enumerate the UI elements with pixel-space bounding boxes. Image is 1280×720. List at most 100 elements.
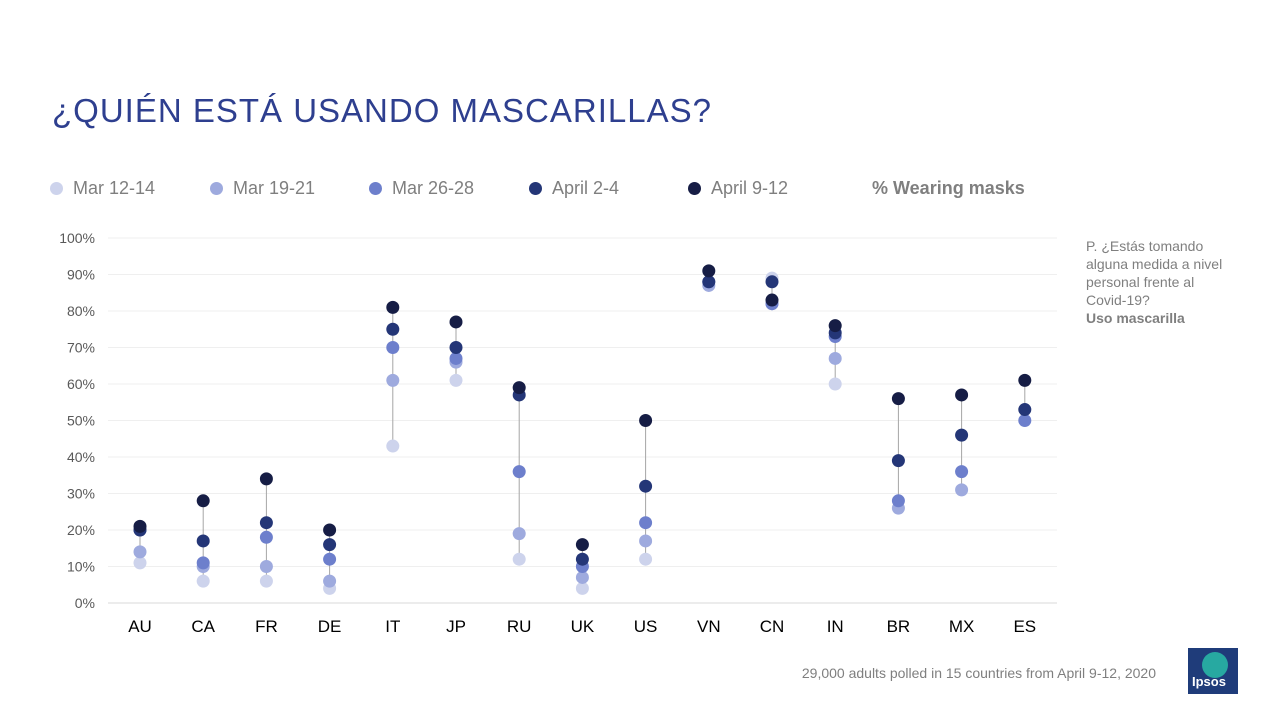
question-measure: Uso mascarilla xyxy=(1086,310,1185,326)
data-point-cn-s4 xyxy=(765,293,779,307)
chart-legend: Mar 12-14 Mar 19-21 Mar 26-28 April 2-4 … xyxy=(50,178,1050,202)
data-point-mx-s4 xyxy=(955,388,969,402)
y-tick-label: 50% xyxy=(67,413,95,429)
x-tick-label-us: US xyxy=(634,617,658,636)
data-point-es-s3 xyxy=(1018,403,1032,417)
data-point-de-s3 xyxy=(323,538,337,552)
data-point-it-s4 xyxy=(386,300,400,314)
legend-item-mar-19-21: Mar 19-21 xyxy=(210,178,315,199)
x-tick-label-jp: JP xyxy=(446,617,466,636)
x-tick-label-it: IT xyxy=(385,617,400,636)
data-point-ru-s1 xyxy=(512,527,526,541)
data-point-au-s0 xyxy=(133,556,147,570)
data-point-ca-s4 xyxy=(196,494,210,508)
x-tick-label-ru: RU xyxy=(507,617,532,636)
legend-marker-april-9-12 xyxy=(688,182,701,195)
y-tick-label: 60% xyxy=(67,376,95,392)
legend-label-mar-12-14: Mar 12-14 xyxy=(73,178,156,198)
legend-item-mar-26-28: Mar 26-28 xyxy=(369,178,474,199)
data-point-us-s4 xyxy=(639,414,653,427)
data-point-de-s2 xyxy=(323,552,337,566)
x-tick-label-ca: CA xyxy=(191,617,215,636)
data-point-uk-s3 xyxy=(575,552,589,566)
data-point-it-s1 xyxy=(386,373,400,387)
y-tick-label: 30% xyxy=(67,486,95,502)
y-tick-label: 0% xyxy=(75,595,95,611)
y-tick-label: 100% xyxy=(59,230,95,246)
x-tick-label-in: IN xyxy=(827,617,844,636)
data-point-mx-s3 xyxy=(955,428,969,442)
data-point-ca-s3 xyxy=(196,534,210,548)
data-point-jp-s0 xyxy=(449,373,463,387)
data-point-in-s1 xyxy=(828,351,842,365)
data-point-fr-s3 xyxy=(259,516,273,530)
x-tick-label-au: AU xyxy=(128,617,152,636)
data-point-au-s1 xyxy=(133,545,147,559)
x-tick-label-uk: UK xyxy=(571,617,595,636)
logo-text: Ipsos xyxy=(1192,674,1226,689)
legend-item-april-2-4: April 2-4 xyxy=(529,178,619,199)
data-point-us-s3 xyxy=(639,479,653,493)
data-point-de-s4 xyxy=(323,523,337,537)
data-point-jp-s2 xyxy=(449,351,463,365)
legend-label-mar-26-28: Mar 26-28 xyxy=(392,178,475,198)
logo-mark-icon xyxy=(1202,652,1228,678)
data-point-uk-s1 xyxy=(575,570,589,584)
x-tick-label-fr: FR xyxy=(255,617,278,636)
data-point-ru-s4 xyxy=(512,381,526,395)
x-tick-label-br: BR xyxy=(887,617,911,636)
data-point-jp-s3 xyxy=(449,341,463,354)
x-tick-label-mx: MX xyxy=(949,617,975,636)
data-point-us-s1 xyxy=(639,534,653,548)
y-tick-label: 80% xyxy=(67,303,95,319)
data-point-it-s0 xyxy=(386,439,400,453)
legend-label-april-9-12: April 9-12 xyxy=(711,178,789,198)
data-point-vn-s4 xyxy=(702,264,716,278)
data-point-in-s0 xyxy=(828,377,842,391)
x-tick-label-es: ES xyxy=(1013,617,1036,636)
y-tick-label: 40% xyxy=(67,449,95,465)
y-tick-label: 20% xyxy=(67,522,95,538)
data-point-uk-s0 xyxy=(575,581,589,595)
legend-marker-mar-12-14 xyxy=(50,182,63,195)
chart-title: ¿QUIÉN ESTÁ USANDO MASCARILLAS? xyxy=(52,92,712,129)
legend-marker-mar-26-28 xyxy=(369,182,382,195)
data-point-it-s2 xyxy=(386,341,400,354)
data-point-mx-s2 xyxy=(955,465,969,479)
data-point-fr-s4 xyxy=(259,472,273,486)
data-point-fr-s0 xyxy=(259,574,273,588)
data-point-cn-s3 xyxy=(765,275,779,289)
legend-label-mar-19-21: Mar 19-21 xyxy=(233,178,316,198)
question-note: P. ¿Estás tomando alguna medida a nivel … xyxy=(1086,237,1236,327)
y-tick-label: 70% xyxy=(67,340,95,356)
data-point-jp-s4 xyxy=(449,315,463,329)
x-tick-label-vn: VN xyxy=(697,617,721,636)
data-point-in-s4 xyxy=(828,319,842,333)
legend-marker-mar-19-21 xyxy=(210,182,223,195)
data-point-us-s2 xyxy=(639,516,653,530)
data-point-au-s4 xyxy=(133,519,147,533)
data-point-mx-s1 xyxy=(955,483,969,497)
data-point-ru-s2 xyxy=(512,465,526,479)
data-point-ru-s0 xyxy=(512,552,526,566)
footer-note: 29,000 adults polled in 15 countries fro… xyxy=(801,665,1156,681)
x-tick-label-cn: CN xyxy=(760,617,785,636)
data-point-ca-s2 xyxy=(196,556,210,570)
y-tick-label: 90% xyxy=(67,267,95,283)
data-point-es-s4 xyxy=(1018,373,1032,387)
ipsos-logo: Ipsos xyxy=(1188,648,1238,694)
y-tick-label: 10% xyxy=(67,559,95,575)
data-point-fr-s1 xyxy=(259,560,273,573)
legend-label-april-2-4: April 2-4 xyxy=(552,178,620,198)
question-text: P. ¿Estás tomando alguna medida a nivel … xyxy=(1086,238,1223,308)
data-point-es-s2 xyxy=(1018,414,1032,427)
legend-unit-label: % Wearing masks xyxy=(872,178,1025,198)
legend-item-april-9-12: April 9-12 xyxy=(688,178,788,199)
data-point-fr-s2 xyxy=(259,530,273,544)
data-point-it-s3 xyxy=(386,322,400,336)
legend-marker-april-2-4 xyxy=(529,182,542,195)
data-point-br-s3 xyxy=(891,454,905,468)
data-point-de-s1 xyxy=(323,574,337,588)
legend-item-mar-12-14: Mar 12-14 xyxy=(50,178,155,199)
